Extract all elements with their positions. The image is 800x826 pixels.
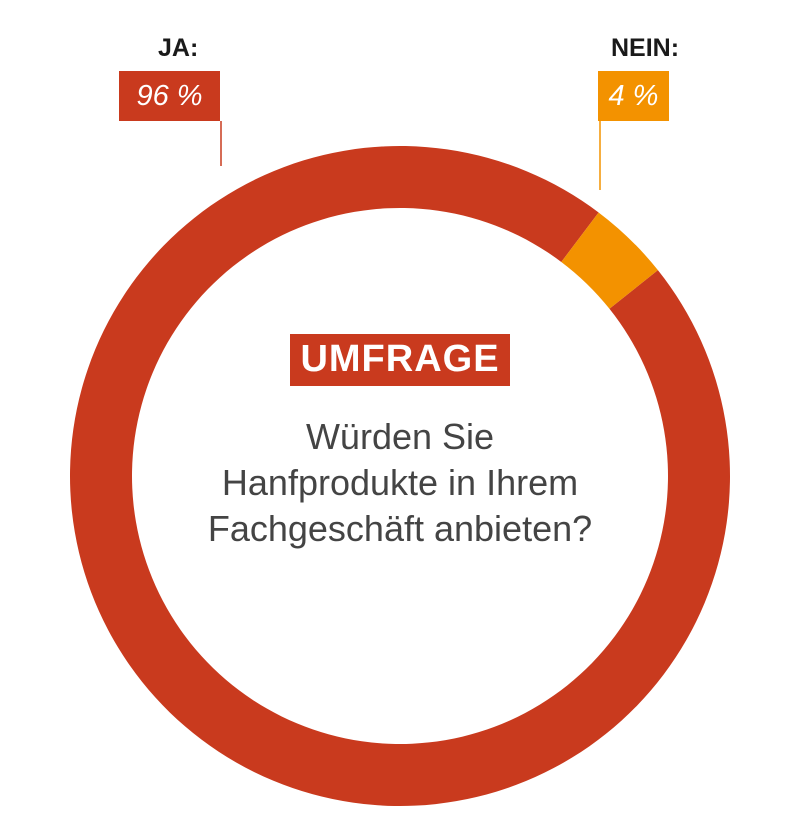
survey-question: Würden Sie Hanfprodukte in Ihrem Fachges… [150, 414, 650, 552]
question-line-2: Hanfprodukte in Ihrem [221, 462, 579, 503]
value-label-ja: 96 % [119, 71, 220, 121]
center-text: UMFRAGE Würden Sie Hanfprodukte in Ihrem… [150, 334, 650, 552]
donut-slice-nein [561, 212, 658, 309]
umfrage-badge: UMFRAGE [290, 334, 510, 386]
question-line-3: Fachgeschäft anbieten? [207, 508, 593, 549]
value-label-nein: 4 % [598, 71, 669, 121]
category-label-ja: JA: [158, 34, 199, 62]
question-line-1: Würden Sie [305, 416, 495, 457]
category-label-nein: NEIN: [611, 34, 680, 62]
donut-slices [70, 145, 731, 806]
